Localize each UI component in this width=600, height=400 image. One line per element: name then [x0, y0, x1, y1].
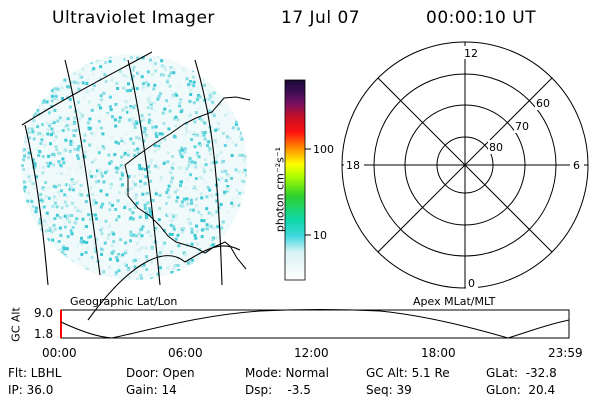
mlat-label-80: 80 — [489, 141, 503, 154]
dsp-readout: Dsp: -3.5 — [245, 383, 311, 397]
altitude-max-tick: 9.0 — [34, 306, 54, 320]
coastline — [124, 96, 251, 270]
instrument-title: Ultraviolet Imager — [52, 8, 215, 28]
altitude-curve — [60, 309, 570, 339]
door-readout: Door: Open — [126, 366, 195, 380]
seq-readout: Seq: 39 — [366, 383, 412, 397]
ip-readout: IP: 36.0 — [8, 383, 54, 397]
mlat-label-70: 70 — [515, 120, 529, 133]
parallel-line — [87, 245, 241, 321]
mlt-label-12: 12 — [464, 47, 478, 60]
polar-plot: 12 6 18 0 60 70 80 — [341, 41, 589, 290]
colorbar-tick-label: 100 — [313, 143, 334, 156]
filter-readout: Flt: LBHL — [8, 366, 62, 380]
gc-alt-readout: GC Alt: 5.1 Re — [366, 366, 450, 380]
mlat-label-60: 60 — [536, 97, 550, 110]
time-tick: 12:00 — [294, 346, 329, 360]
time-tick: 00:00 — [42, 346, 77, 360]
colorbar: 100 10 — [284, 79, 334, 281]
geographic-grid — [21, 51, 241, 321]
mlt-label-0: 0 — [468, 277, 475, 290]
date-label: 17 Jul 07 — [281, 8, 361, 28]
glat-readout: GLat: -32.8 — [486, 366, 557, 380]
parallel-line — [21, 51, 153, 126]
apex-label: Apex MLat/MLT — [413, 295, 496, 308]
glon-readout: GLon: 20.4 — [486, 383, 556, 397]
meridian-line — [24, 124, 49, 286]
altitude-min-tick: 1.8 — [34, 327, 54, 341]
meridian-line — [127, 59, 161, 286]
mlt-label-6: 6 — [573, 159, 580, 172]
mlt-label-18: 18 — [346, 159, 360, 172]
time-tick: 23:59 — [548, 346, 583, 360]
colorbar-tick-label: 10 — [313, 229, 327, 242]
colorbar-scale — [284, 79, 306, 281]
time-tick: 06:00 — [168, 346, 203, 360]
geographic-label: Geographic Lat/Lon — [70, 295, 178, 308]
meridian-line — [64, 59, 101, 276]
meridian-line — [194, 59, 223, 286]
time-label: 00:00:10 UT — [426, 8, 537, 28]
polar-axis — [377, 77, 553, 253]
mode-readout: Mode: Normal — [245, 366, 329, 380]
gain-readout: Gain: 14 — [126, 383, 177, 397]
time-tick: 18:00 — [421, 346, 456, 360]
